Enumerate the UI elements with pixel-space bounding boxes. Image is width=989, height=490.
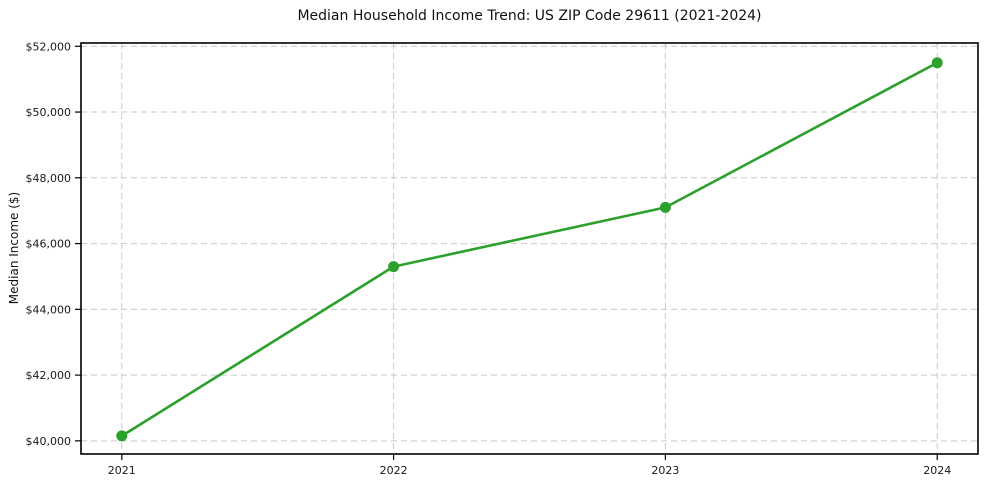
data-point-marker (659, 201, 671, 213)
data-point-marker (116, 430, 128, 442)
data-point-marker (931, 57, 943, 69)
y-tick-label: $42,000 (26, 369, 72, 382)
x-tick-label: 2021 (108, 464, 136, 477)
y-tick-label: $46,000 (26, 238, 72, 251)
y-tick-label: $50,000 (26, 106, 72, 119)
y-tick-label: $44,000 (26, 303, 72, 316)
y-tick-label: $52,000 (26, 40, 72, 53)
y-tick-label: $48,000 (26, 172, 72, 185)
axes-spines (80, 42, 979, 455)
x-tick-label: 2023 (651, 464, 679, 477)
y-tick-label: $40,000 (26, 435, 72, 448)
y-axis-label: Median Income ($) (7, 191, 21, 305)
data-point-marker (388, 261, 400, 273)
chart-title: Median Household Income Trend: US ZIP Co… (297, 8, 762, 24)
x-tick-label: 2022 (380, 464, 408, 477)
trend-line (120, 61, 939, 438)
x-tick-label: 2024 (923, 464, 951, 477)
